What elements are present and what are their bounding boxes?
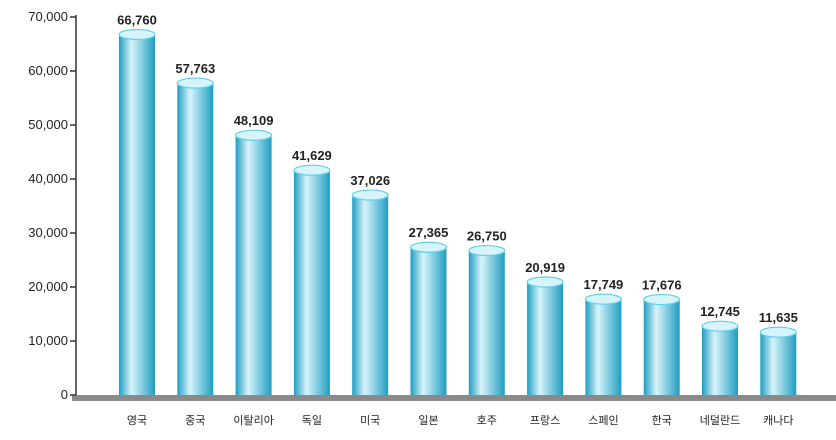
bar xyxy=(235,129,273,395)
data-label: 17,749 xyxy=(584,277,624,292)
bar-body xyxy=(352,195,389,395)
data-label: 37,026 xyxy=(350,173,390,188)
y-tick-label: 50,000 xyxy=(28,117,68,132)
y-tick-label: 60,000 xyxy=(28,63,68,78)
data-label: 20,919 xyxy=(525,260,565,275)
bar-body xyxy=(643,299,680,395)
bar-cap xyxy=(759,326,797,338)
bar xyxy=(468,244,506,395)
bar xyxy=(701,320,739,395)
bar xyxy=(351,189,389,395)
bar-cap xyxy=(701,320,739,332)
x-tick-label: 일본 xyxy=(418,413,438,427)
data-label: 17,676 xyxy=(642,278,682,293)
bar xyxy=(118,28,156,395)
bar-body xyxy=(468,250,505,395)
x-tick-label: 영국 xyxy=(127,414,147,427)
x-tick-label: 네덜란드 xyxy=(700,414,740,427)
x-tick-label: 호주 xyxy=(477,414,497,427)
data-label: 11,635 xyxy=(759,310,798,325)
bar-body xyxy=(177,83,214,395)
y-tick-label: 30,000 xyxy=(28,225,68,240)
labels: 66,760 영국 57,763 중국 48,109 이탈리아 41,629 독일 37,026… xyxy=(117,12,798,427)
bar-body xyxy=(585,299,622,395)
y-tick-label: 20,000 xyxy=(28,279,68,294)
bar-body xyxy=(119,34,155,395)
x-tick-label: 이탈리아 xyxy=(233,414,273,427)
y-tick-label: 10,000 xyxy=(28,333,68,348)
bar-body xyxy=(527,282,564,395)
data-label: 12,745 xyxy=(700,304,740,319)
y-tick-label: 70,000 xyxy=(28,9,68,24)
data-label: 27,365 xyxy=(409,225,449,240)
x-tick-label: 중국 xyxy=(185,414,205,427)
x-tick-label: 스페인 xyxy=(588,414,618,427)
bar xyxy=(643,293,681,395)
bar-cap xyxy=(643,293,681,306)
bar-body xyxy=(410,247,447,395)
data-label: 41,629 xyxy=(292,148,332,163)
bar-cap xyxy=(118,28,156,41)
y-tick-label: 40,000 xyxy=(28,171,68,186)
bar-cap xyxy=(176,77,214,89)
bar-body xyxy=(293,170,330,395)
bar-body xyxy=(760,332,797,395)
bar xyxy=(293,164,331,395)
data-label: 48,109 xyxy=(234,113,274,128)
data-label: 26,750 xyxy=(467,229,507,244)
x-axis-baseline xyxy=(72,395,836,401)
bar-cap xyxy=(409,241,448,253)
bar xyxy=(409,241,448,395)
bars xyxy=(118,28,797,395)
bar xyxy=(526,276,564,395)
data-label: 66,760 xyxy=(117,12,157,27)
bar-cap xyxy=(235,129,273,141)
bar-body xyxy=(235,135,272,395)
bar-cap xyxy=(351,189,389,201)
x-tick-label: 미국 xyxy=(360,414,380,427)
x-tick-label: 캐나다 xyxy=(763,414,793,427)
y-axis: 0 10,000 20,000 30,000 40,000 50,000 60,000 70,… xyxy=(28,9,836,402)
bar xyxy=(759,326,797,395)
x-tick-label: 프랑스 xyxy=(530,414,560,427)
bar xyxy=(584,293,623,395)
bar-body xyxy=(702,326,738,395)
x-tick-label: 독일 xyxy=(302,413,322,427)
bar-cap xyxy=(526,276,564,288)
bar xyxy=(176,77,214,395)
y-tick-label: 0 xyxy=(61,387,68,402)
bar-cap xyxy=(584,293,623,305)
x-tick-label: 한국 xyxy=(652,414,672,427)
bar-cap xyxy=(468,244,506,257)
bar-cap xyxy=(293,164,331,176)
data-label: 57,763 xyxy=(175,61,215,76)
